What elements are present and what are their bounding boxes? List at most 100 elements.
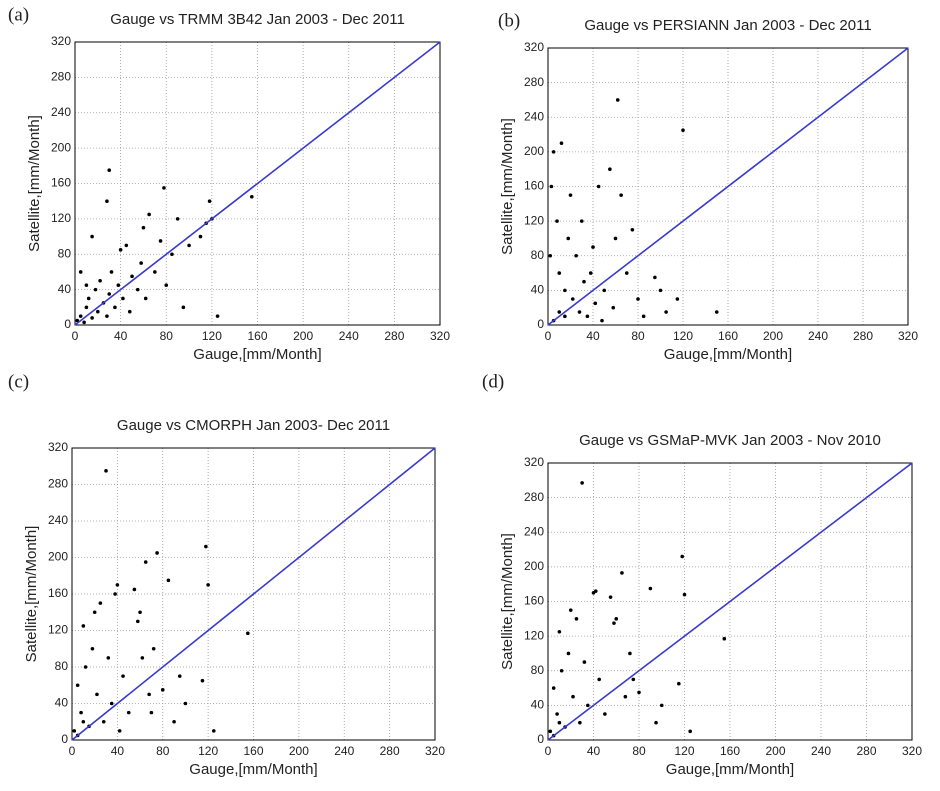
data-point — [187, 243, 191, 248]
y-tick-label: 280 — [51, 70, 71, 84]
x-tick-label: 320 — [898, 329, 918, 343]
data-point — [551, 150, 556, 154]
x-tick-label: 200 — [765, 744, 785, 758]
y-tick-label: 160 — [51, 176, 71, 190]
data-point — [75, 318, 80, 323]
x-tick-label: 240 — [334, 744, 354, 758]
y-tick-label: 200 — [524, 559, 544, 573]
y-tick-label: 200 — [48, 550, 68, 564]
axes-frame — [547, 47, 909, 326]
data-point — [160, 688, 165, 692]
y-tick-label: 120 — [48, 623, 68, 637]
data-point — [127, 309, 132, 314]
data-point — [654, 720, 658, 725]
data-point — [164, 283, 169, 288]
x-tick-label: 120 — [674, 744, 694, 758]
data-point — [78, 314, 83, 318]
data-point — [155, 551, 159, 555]
data-point — [578, 720, 582, 725]
data-point — [84, 283, 89, 288]
y-tick-label: 320 — [524, 40, 544, 54]
subplot: (d) Gauge vs GSMaP-MVK Jan 2003 - Nov 201… — [482, 371, 922, 778]
data-point — [563, 314, 567, 319]
data-point — [83, 665, 88, 669]
data-point — [549, 184, 554, 189]
data-point — [714, 310, 719, 314]
y-tick-label: 0 — [61, 732, 68, 746]
y-tick-label: 40 — [55, 696, 69, 710]
data-point — [135, 287, 140, 292]
data-point — [75, 683, 80, 688]
data-point — [72, 729, 77, 733]
data-point — [597, 677, 601, 682]
data-point — [215, 314, 220, 318]
data-point — [591, 245, 595, 249]
y-tick-label: 240 — [524, 109, 544, 123]
data-point — [613, 236, 618, 241]
data-point — [126, 710, 131, 715]
data-point — [637, 690, 641, 695]
data-point — [116, 283, 121, 288]
data-point — [677, 681, 681, 686]
data-point — [557, 310, 562, 314]
y-tick-label: 80 — [531, 663, 545, 677]
data-point — [585, 314, 590, 319]
x-tick-label: 200 — [763, 329, 783, 343]
data-point — [582, 279, 586, 284]
data-point — [82, 320, 86, 325]
data-point — [115, 583, 120, 587]
data-point — [620, 571, 624, 575]
data-point — [566, 236, 571, 241]
data-point — [603, 712, 607, 716]
x-tick-label: 160 — [718, 329, 738, 343]
data-point — [84, 305, 89, 310]
data-point — [570, 297, 575, 301]
data-point — [630, 227, 635, 232]
x-tick-label: 40 — [586, 329, 600, 343]
data-point — [551, 686, 556, 690]
data-point — [141, 225, 146, 230]
data-point — [162, 186, 166, 190]
y-tick-label: 200 — [524, 144, 544, 158]
subplot: (c) Gauge vs CMORPH Jan 2003- Dec 2011 0 40… — [8, 371, 445, 778]
data-point — [566, 651, 571, 656]
y-tick-label: 80 — [531, 248, 545, 262]
x-tick-label: 40 — [111, 744, 125, 758]
data-point — [675, 297, 680, 301]
y-tick-label: 280 — [524, 75, 544, 89]
data-point — [557, 720, 562, 725]
data-point — [582, 660, 587, 664]
data-point — [151, 646, 156, 651]
data-point — [577, 310, 582, 314]
data-point — [571, 694, 575, 699]
axes-frame — [74, 41, 441, 326]
data-point — [206, 583, 210, 587]
y-tick-label: 280 — [48, 477, 68, 491]
data-point — [181, 305, 186, 310]
data-point — [574, 253, 578, 258]
y-tick-label: 80 — [55, 659, 69, 673]
data-point — [688, 729, 692, 734]
data-point — [555, 712, 559, 716]
y-tick-label: 200 — [51, 140, 71, 154]
y-tick-label: 0 — [64, 317, 71, 331]
y-axis-label: Satellite,[mm/Month] — [499, 118, 516, 255]
y-tick-label: 320 — [524, 455, 544, 469]
chart-title: Gauge vs GSMaP-MVK Jan 2003 - Nov 2010 — [579, 432, 881, 449]
data-point — [121, 296, 125, 301]
data-point — [79, 710, 83, 715]
data-point — [109, 701, 114, 706]
data-point — [593, 301, 598, 306]
subplot: (b) Gauge vs PERSIANN Jan 2003 - Dec 2011… — [498, 10, 918, 363]
panel-label: (b) — [498, 10, 520, 31]
data-point — [106, 656, 111, 660]
data-point — [98, 601, 103, 605]
panel-label: (d) — [482, 371, 504, 392]
data-point — [579, 219, 584, 223]
data-point — [596, 184, 601, 189]
x-tick-label: 160 — [243, 744, 263, 758]
y-tick-label: 280 — [524, 490, 544, 504]
data-point — [559, 141, 564, 146]
data-point — [105, 199, 109, 203]
y-tick-label: 240 — [48, 513, 68, 527]
